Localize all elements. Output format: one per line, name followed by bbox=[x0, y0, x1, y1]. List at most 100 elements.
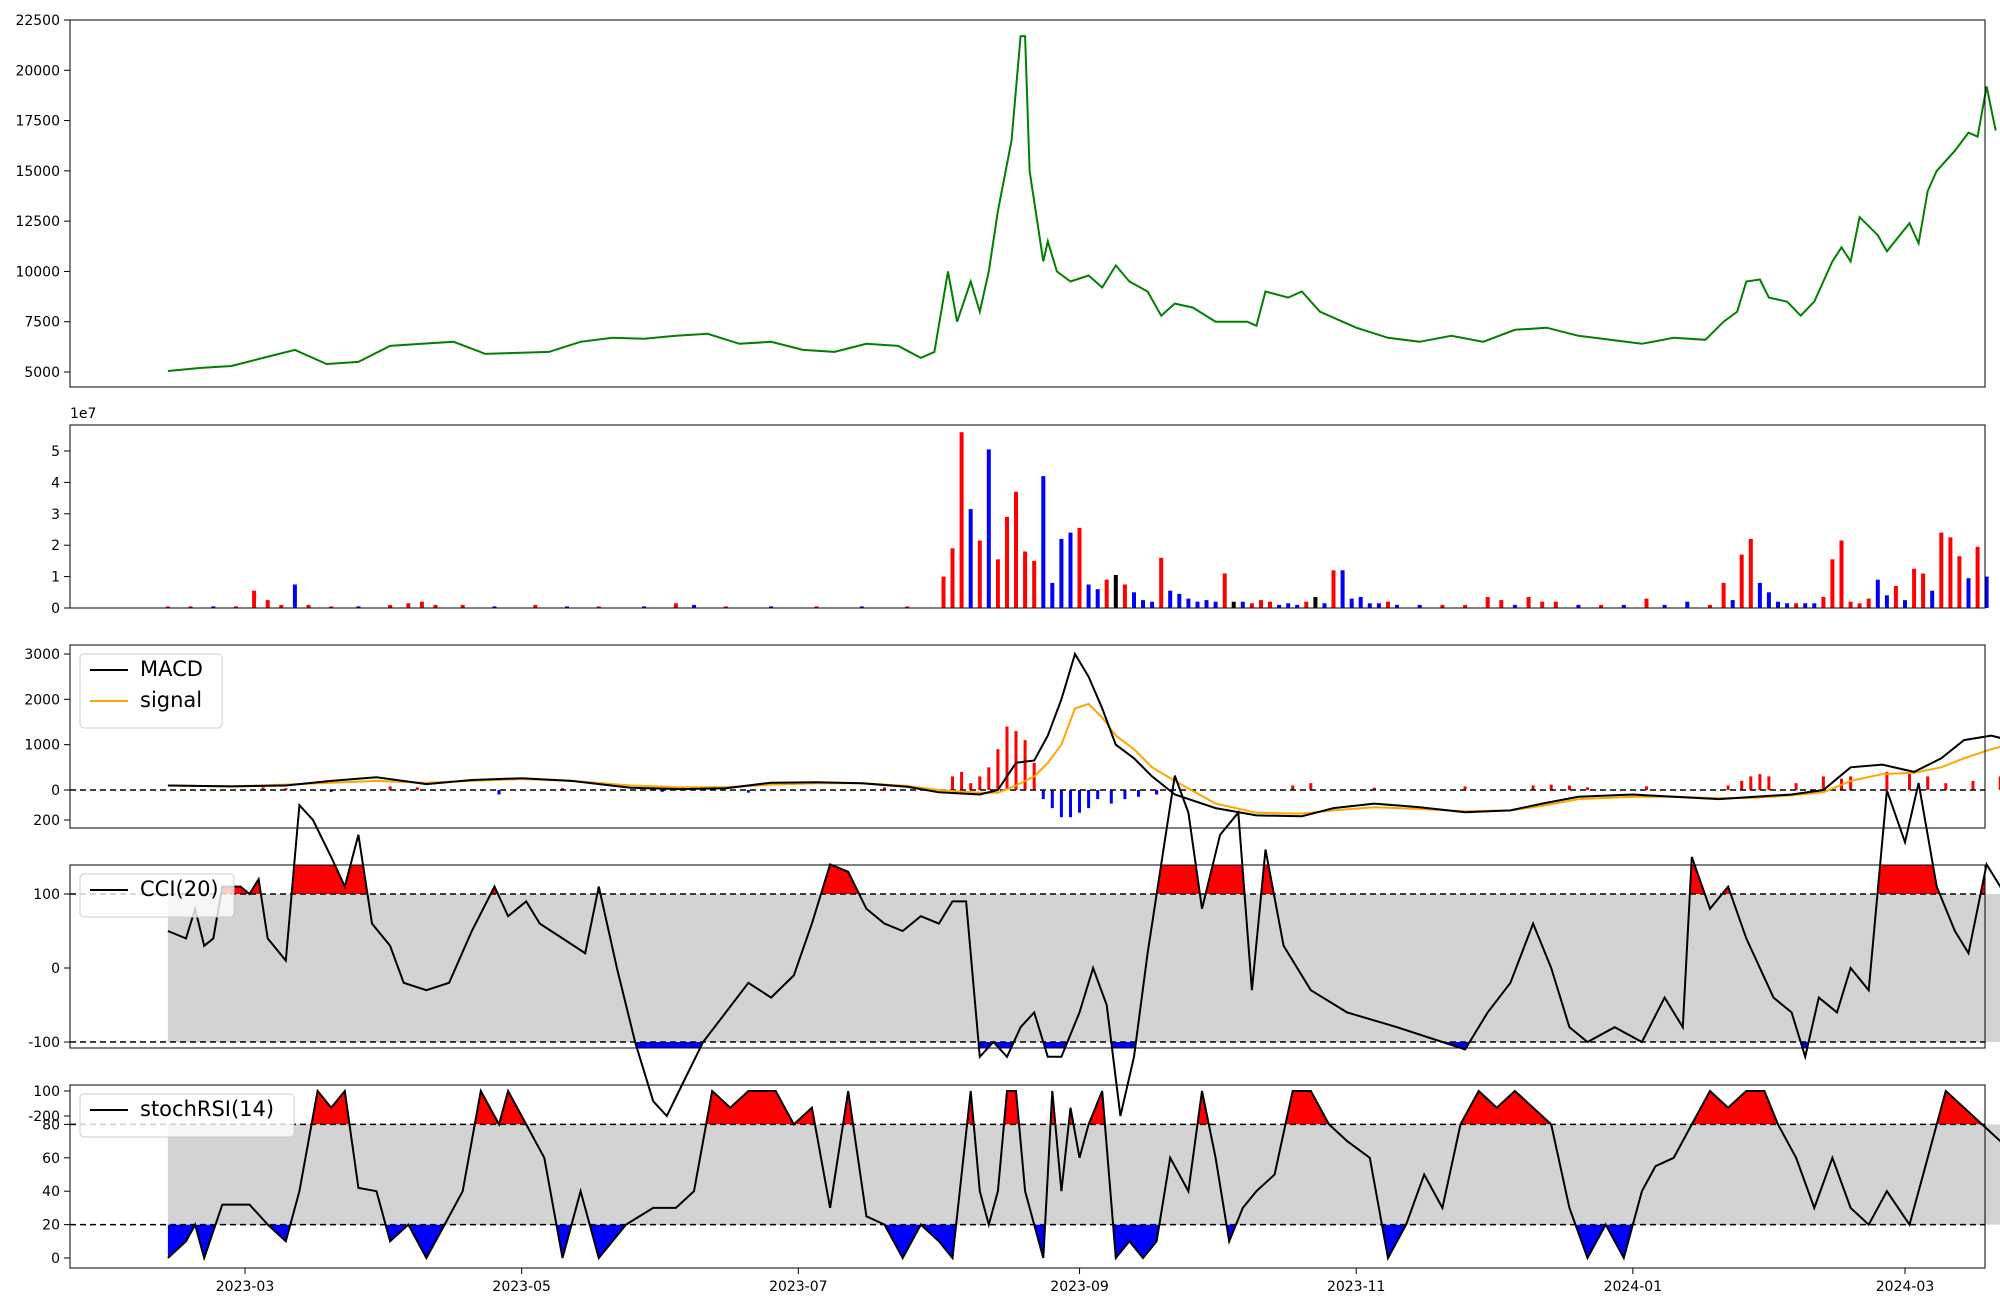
macd-hist-bar bbox=[1586, 787, 1589, 790]
volume-bar bbox=[1721, 582, 1726, 608]
macd-hist-bar bbox=[883, 787, 886, 790]
volume-bar bbox=[941, 576, 946, 608]
volume-bar bbox=[1249, 603, 1254, 608]
volume-bar bbox=[1803, 603, 1808, 608]
macd-hist-bar bbox=[1849, 776, 1853, 790]
volume-bar bbox=[306, 604, 311, 608]
cci-panel: -200 -100 0 100 200 CCI(20) bbox=[28, 775, 2000, 1125]
macd-hist-bar bbox=[329, 790, 333, 792]
volume-bar bbox=[1621, 604, 1626, 608]
volume-bar bbox=[1168, 590, 1173, 608]
volume-bar bbox=[1358, 597, 1363, 608]
0-ytick-label: 5000 bbox=[24, 365, 60, 381]
macd-legend-label: MACD bbox=[140, 657, 203, 681]
volume-bar bbox=[968, 509, 973, 608]
volume-bar bbox=[1177, 593, 1182, 608]
0-ytick-label: 22500 bbox=[15, 13, 60, 29]
macd-frame bbox=[69, 644, 1986, 829]
volume-offset-text: 1e7 bbox=[70, 406, 96, 422]
volume-bar bbox=[905, 606, 910, 608]
volume-bar bbox=[1222, 573, 1227, 608]
volume-bar bbox=[165, 606, 170, 608]
volume-bar bbox=[1526, 597, 1531, 608]
macd-hist-bar bbox=[1944, 783, 1948, 790]
stochrsi-oversold-fill bbox=[167, 1224, 1985, 1258]
volume-bar bbox=[265, 600, 270, 608]
macd-hist-bar bbox=[1645, 786, 1648, 790]
volume-bar bbox=[673, 603, 678, 608]
volume-bar bbox=[1930, 590, 1935, 608]
volume-bar bbox=[233, 606, 238, 608]
volume-bar bbox=[188, 606, 193, 608]
macd-hist-bar bbox=[996, 749, 1000, 790]
volume-bar bbox=[1068, 532, 1073, 608]
macd-hist-bar bbox=[1069, 790, 1072, 818]
volume-bar bbox=[1839, 540, 1844, 608]
cci-overbought-fill bbox=[167, 865, 1985, 894]
macd-hist-bar bbox=[1291, 785, 1295, 790]
volume-bar bbox=[1386, 601, 1390, 608]
volume-bar bbox=[859, 606, 864, 608]
macd-hist-bar bbox=[1794, 783, 1798, 790]
cci-legend-label: CCI(20) bbox=[140, 877, 219, 901]
volume-bar bbox=[1599, 604, 1604, 608]
macd-hist-bar bbox=[987, 767, 991, 790]
volume-bar bbox=[279, 604, 284, 608]
volume-bar bbox=[1463, 604, 1468, 608]
volume-bar bbox=[769, 606, 774, 608]
0-ytick-label: 20000 bbox=[15, 63, 60, 79]
1-ytick-label: 1 bbox=[51, 570, 60, 586]
volume-frame bbox=[69, 424, 1986, 609]
cci-line bbox=[167, 775, 2000, 1118]
volume-bar bbox=[1277, 604, 1282, 608]
macd-hist-bar bbox=[951, 776, 954, 790]
2-ytick-label: 2000 bbox=[24, 692, 60, 708]
volume-bar bbox=[1440, 604, 1445, 608]
volume-bar bbox=[1830, 559, 1835, 608]
macd-line bbox=[167, 651, 2000, 818]
macd-hist-bar bbox=[1726, 785, 1730, 790]
volume-bar bbox=[1948, 537, 1953, 608]
2-ytick-label: 1000 bbox=[24, 738, 60, 754]
x-tick-label: 2023-07 bbox=[769, 1279, 828, 1295]
2-ytick-label: 0 bbox=[51, 783, 60, 799]
stochrsi-legend-label: stochRSI(14) bbox=[140, 1097, 274, 1121]
stochrsi-line bbox=[167, 1088, 2000, 1262]
volume-panel: 0 1 2 3 4 5 1e7 bbox=[51, 406, 1989, 617]
volume-bar bbox=[1644, 598, 1649, 608]
volume-bar bbox=[1662, 604, 1667, 608]
macd-hist-bar bbox=[1005, 726, 1009, 790]
4-ytick-label: 100 bbox=[33, 1084, 60, 1100]
volume-bar bbox=[1739, 554, 1744, 608]
volume-bar bbox=[1313, 597, 1318, 608]
volume-bar bbox=[1812, 603, 1817, 608]
volume-bar bbox=[1304, 601, 1309, 608]
volume-bar bbox=[950, 548, 955, 608]
volume-bar bbox=[433, 604, 438, 608]
3-ytick-label: 0 bbox=[51, 961, 60, 977]
3-ytick-label: 200 bbox=[33, 813, 60, 829]
volume-bar bbox=[1499, 600, 1504, 608]
0-ytick-label: 7500 bbox=[24, 315, 60, 331]
volume-bar bbox=[329, 606, 334, 608]
macd-hist-bar bbox=[1096, 790, 1100, 800]
volume-bar bbox=[1322, 603, 1327, 608]
volume-bar bbox=[642, 606, 647, 608]
volume-bar bbox=[1095, 589, 1100, 608]
volume-bar bbox=[1875, 579, 1880, 608]
macd-hist-bar bbox=[1372, 787, 1376, 790]
volume-bar bbox=[1576, 604, 1581, 608]
macd-hist-bar bbox=[1767, 776, 1771, 790]
macd-hist-bar bbox=[1740, 780, 1744, 790]
price-frame bbox=[69, 19, 1986, 388]
volume-bar bbox=[1005, 516, 1009, 608]
macd-hist-bar bbox=[1109, 790, 1113, 804]
macd-hist-bar bbox=[1885, 771, 1889, 790]
volume-bar bbox=[1748, 538, 1753, 608]
macd-hist-bar bbox=[1309, 783, 1313, 790]
volume-bar bbox=[1059, 538, 1064, 608]
1-ytick-label: 2 bbox=[51, 538, 60, 554]
volume-bar bbox=[1708, 604, 1712, 608]
volume-bar bbox=[1077, 527, 1082, 608]
